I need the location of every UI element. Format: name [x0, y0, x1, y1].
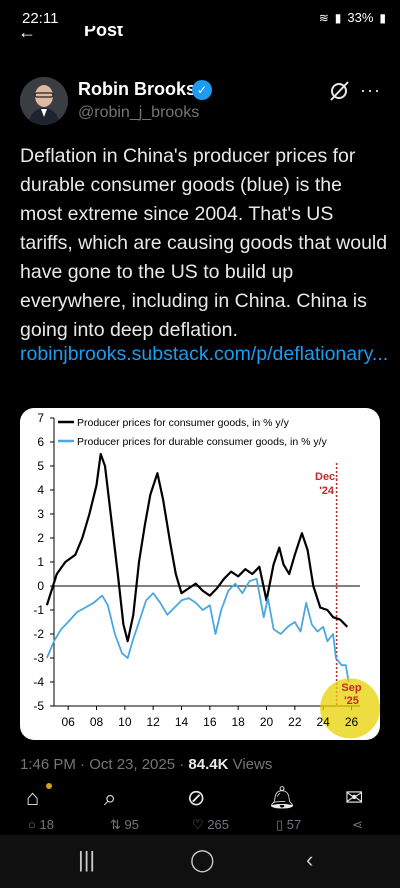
y-tick-label: 2 [37, 531, 44, 545]
bottom-nav: ⌂ ⌕ ⊘ 🔔︎ ✉ ○ 18 ⇅ 95 ♡ 265 ▯ 57 ⋖ [0, 783, 400, 833]
y-tick-label: -3 [33, 651, 44, 665]
legend-label-2: Producer prices for durable consumer goo… [77, 436, 328, 448]
x-tick-label: 24 [316, 715, 330, 729]
status-icons: ≋ ▮ 33% ▮ [319, 10, 386, 25]
more-options-icon[interactable]: ··· [360, 80, 381, 100]
y-tick-label: 1 [37, 555, 44, 569]
share-icon[interactable]: ⋖ [352, 817, 363, 832]
y-tick-label: -5 [33, 699, 44, 713]
y-tick-label: 6 [37, 435, 44, 449]
bookmark-count[interactable]: ▯ 57 [276, 817, 301, 833]
back-chevron-icon[interactable]: ‹ [306, 847, 314, 872]
repost-icon: ⇅ [110, 817, 121, 832]
views-label: Views [228, 756, 273, 773]
x-tick-label: 14 [175, 715, 189, 729]
search-icon[interactable]: ⌕ [104, 785, 117, 810]
wifi-icon: ≋ [318, 10, 329, 25]
x-tick-label: 26 [345, 715, 359, 729]
y-tick-label: -1 [33, 603, 44, 617]
reply-icon: ○ [28, 817, 36, 832]
replies-value: 18 [39, 817, 54, 832]
sep-25-annotation: Sep '25 [341, 682, 361, 707]
y-tick-label: 5 [37, 459, 44, 473]
home-icon[interactable]: ⌂ [26, 785, 40, 810]
author-handle[interactable]: @robin_j_brooks [78, 104, 200, 121]
x-tick-label: 18 [231, 715, 245, 729]
bookmarks-value: 57 [286, 817, 302, 832]
like-count[interactable]: ♡ 265 [192, 817, 229, 833]
x-tick-label: 12 [146, 715, 160, 729]
chart-image[interactable]: 7 6 5 4 3 2 1 0 -1 -2 -3 -4 -5 06 08 10 12 14 16 18 20 22 24 26… [20, 408, 380, 740]
likes-value: 265 [207, 817, 229, 832]
x-tick-label: 06 [61, 715, 75, 729]
post-meta: 1:46 PM · Oct 23, 2025 · 84.4K Views [20, 756, 272, 773]
x-tick-label: 22 [288, 715, 302, 729]
x-tick-label: 08 [90, 715, 104, 729]
y-tick-label: 7 [37, 411, 44, 425]
bookmark-icon: ▯ [276, 817, 284, 832]
notification-dot [46, 783, 52, 789]
x-tick-label: 16 [203, 715, 217, 729]
repost-count[interactable]: ⇅ 95 [110, 817, 139, 833]
battery-level: 33% [347, 10, 374, 25]
home-circle-icon[interactable]: ◯ [190, 847, 215, 872]
grok-icon[interactable] [328, 80, 350, 108]
tweet-text: Deflation in China's producer prices for… [20, 145, 388, 341]
avatar[interactable] [20, 77, 68, 125]
top-bar: ← Post [0, 26, 400, 44]
x-tick-label: 20 [260, 715, 274, 729]
signal-icon: ▮ [334, 10, 342, 25]
like-icon: ♡ [192, 817, 204, 832]
y-tick-label: 4 [37, 483, 44, 497]
back-arrow-icon[interactable]: ← [18, 26, 36, 42]
grok-nav-icon[interactable]: ⊘ [187, 785, 206, 810]
notifications-bell-icon[interactable]: 🔔︎ [268, 785, 296, 810]
series-line-1 [45, 452, 349, 643]
series-line-2 [46, 577, 350, 683]
y-tick-label: 3 [37, 507, 44, 521]
status-time: 22:11 [22, 10, 59, 27]
reposts-value: 95 [124, 817, 139, 832]
page-title: Post [84, 26, 124, 40]
legend-label-1: Producer prices for consumer goods, in %… [77, 417, 290, 429]
battery-icon: ▮ [379, 10, 386, 25]
author-name[interactable]: Robin Brooks [78, 79, 197, 99]
post-timestamp: 1:46 PM · Oct 23, 2025 · [20, 756, 189, 773]
messages-icon[interactable]: ✉ [345, 785, 364, 810]
y-tick-label: 0 [37, 579, 44, 593]
tweet-link[interactable]: robinjbrooks.substack.com/p/deflationary… [20, 343, 389, 365]
y-tick-label: -4 [33, 675, 44, 689]
dec-24-annotation: Dec. '24 [315, 471, 338, 497]
status-bar: 22:11 ≋ ▮ 33% ▮ [0, 0, 400, 40]
recent-apps-icon[interactable]: ||| [78, 847, 96, 872]
tap-highlight [320, 678, 380, 739]
view-count: 84.4K [188, 756, 229, 773]
verified-badge-icon: ✓ [192, 80, 212, 100]
x-tick-label: 10 [118, 715, 132, 729]
y-tick-label: -2 [33, 627, 44, 641]
system-nav-bar: ||| ◯ ‹ [0, 835, 400, 888]
reply-count[interactable]: ○ 18 [28, 817, 54, 832]
